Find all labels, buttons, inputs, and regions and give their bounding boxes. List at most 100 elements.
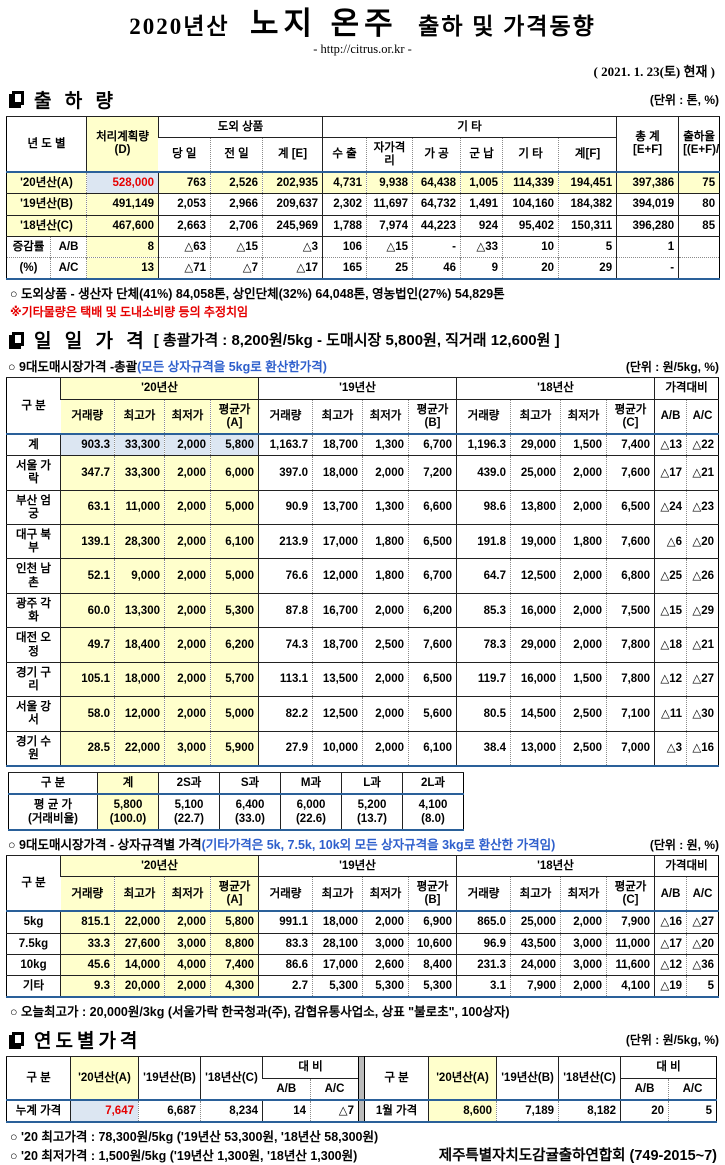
cell: 6,700 bbox=[408, 558, 457, 594]
cell: 6,100 bbox=[408, 730, 457, 767]
cell: '20년산(A) bbox=[6, 171, 87, 194]
cell: 80.5 bbox=[456, 696, 511, 732]
cell: 5,000 bbox=[210, 489, 259, 525]
cell: 19,000 bbox=[510, 524, 561, 559]
cell: 6,900 bbox=[408, 910, 457, 934]
cell: A/C bbox=[49, 257, 87, 280]
cell: △16 bbox=[654, 910, 687, 934]
cell: '18년산(C) bbox=[6, 214, 87, 237]
col-high: 최고가 bbox=[312, 875, 363, 912]
daily-subline-1: ○ 9대도매시장가격 -총괄 (모든 상자규격을 5kg로 환산한가격) (단위… bbox=[8, 356, 719, 375]
col-group-y18: '18년산 bbox=[456, 377, 655, 400]
cell: 865.0 bbox=[456, 910, 511, 934]
cell: 2,000 bbox=[164, 661, 211, 697]
cell: 114,339 bbox=[502, 171, 559, 194]
cell: 44,223 bbox=[412, 214, 461, 237]
cell: 96.9 bbox=[456, 932, 511, 955]
cell: 17,000 bbox=[312, 524, 363, 559]
cell: 64,438 bbox=[412, 171, 461, 194]
cell: 439.0 bbox=[456, 455, 511, 491]
cell: 2,663 bbox=[158, 214, 211, 237]
cell: 3,000 bbox=[560, 953, 607, 976]
cell: △33 bbox=[460, 235, 503, 258]
cell: 8,800 bbox=[210, 932, 259, 955]
cell: 3,000 bbox=[560, 932, 607, 955]
market-row: 서울 가락 347.7 33,300 2,000 6,000 397.0 18,000 2,0… bbox=[6, 455, 719, 491]
cell: △3 bbox=[262, 235, 323, 258]
section-yearly-title: 연도별가격 bbox=[34, 1031, 142, 1053]
col-avg-b: 평균가(B] bbox=[408, 875, 457, 912]
cell: 6,700 bbox=[408, 433, 457, 456]
cell: 3,000 bbox=[362, 932, 409, 955]
shipment-table-header: 년 도 별 처리계획량 (D) 도외 상품 기 타 총 계 [E+F] 출하율 … bbox=[6, 115, 720, 173]
cell: 213.9 bbox=[258, 524, 313, 559]
cell: △30 bbox=[685, 696, 719, 732]
col-export: 수 출 bbox=[322, 136, 367, 173]
cell: 815.1 bbox=[60, 910, 115, 934]
cell: 2,526 bbox=[210, 171, 263, 194]
cell: 86.6 bbox=[258, 953, 313, 976]
cell bbox=[678, 235, 720, 258]
col-volume: 거래량 bbox=[456, 398, 511, 434]
box-size-row: 10kg 45.6 14,000 4,000 7,400 86.6 17,000 2,600 8… bbox=[6, 953, 719, 976]
cell: 2,000 bbox=[560, 489, 607, 525]
cell: 1,800 bbox=[560, 524, 607, 559]
shipment-row: '18년산(C) 467,600 2,663 2,706 245,969 1,788 7,9… bbox=[6, 214, 720, 237]
col-high: 최고가 bbox=[510, 398, 561, 434]
cell: 2,000 bbox=[164, 433, 211, 456]
cell: (%) bbox=[6, 257, 51, 280]
cell: 2,000 bbox=[362, 455, 409, 491]
cell: 6,400 (33.0) bbox=[219, 793, 281, 830]
cell: 991.1 bbox=[258, 910, 313, 934]
section-square-icon bbox=[12, 91, 24, 106]
market-row: 서울 강서 58.0 12,000 2,000 5,000 82.2 12,500 2,000… bbox=[6, 696, 719, 732]
cell: 397,386 bbox=[616, 171, 679, 194]
market-row: 인천 남촌 52.1 9,000 2,000 5,000 76.6 12,000 1,800 6… bbox=[6, 558, 719, 594]
cell: 1,500 bbox=[560, 661, 607, 697]
organization-name: 제주특별자치도감귤출하연합회 (749-2015~7) bbox=[438, 1148, 717, 1165]
cell: 5,300 bbox=[362, 975, 409, 998]
cell: 209,637 bbox=[262, 193, 323, 216]
cell: 2,000 bbox=[164, 558, 211, 594]
cell: 13 bbox=[86, 257, 159, 280]
cell: 2,000 bbox=[362, 910, 409, 934]
cell: 165 bbox=[322, 257, 367, 280]
cell: 2,000 bbox=[164, 627, 211, 663]
daily-title-detail: [ 총괄가격 : 8,200원/5kg - 도매시장 5,800원, 직거래 1… bbox=[153, 332, 560, 350]
page-title: 2020년산 노지 온주 출하 및 가격동향 bbox=[6, 6, 719, 41]
cell: 7,900 bbox=[510, 975, 561, 998]
cell: 245,969 bbox=[262, 214, 323, 237]
shipment-note: ○ 도외상품 - 생산자 단체(41%) 84,058톤, 상인단체(32%) … bbox=[10, 287, 505, 302]
cell: △63 bbox=[158, 235, 211, 258]
cell: 18,000 bbox=[114, 661, 165, 697]
cell: 12,000 bbox=[312, 558, 363, 594]
cell: 4,100 bbox=[606, 975, 655, 998]
cell: 1,196.3 bbox=[456, 433, 511, 456]
cell: 부산 엄궁 bbox=[6, 489, 61, 525]
cell: 20 bbox=[502, 257, 559, 280]
yearly-row: 누계 가격 7,647 6,687 8,234 14 △7 1월 가격 8,600 7,189 8… bbox=[6, 1099, 717, 1122]
daily-price-rows: 계 903.3 33,300 2,000 5,800 1,163.7 18,700 1,300… bbox=[6, 433, 719, 767]
cell: 184,382 bbox=[558, 193, 617, 216]
cell: 2,706 bbox=[210, 214, 263, 237]
size-table-rows: 평 균 가 (거래비율) 5,800 (100.0) 5,100 (22.7) 6,4… bbox=[8, 793, 464, 830]
cell: 7,400 bbox=[210, 953, 259, 976]
col-sum-f: 계[F] bbox=[558, 136, 617, 173]
col-high: 최고가 bbox=[312, 398, 363, 434]
market-row: 대전 오정 49.7 18,400 2,000 6,200 74.3 18,700 2,500… bbox=[6, 627, 719, 663]
cell: 29 bbox=[558, 257, 617, 280]
cell: 76.6 bbox=[258, 558, 313, 594]
cell: △22 bbox=[685, 433, 719, 456]
cell: △7 bbox=[210, 257, 263, 280]
cell: 27.9 bbox=[258, 730, 313, 767]
col-s: S과 bbox=[219, 772, 281, 795]
cell: 5,900 bbox=[210, 730, 259, 767]
cell: 80 bbox=[678, 193, 720, 216]
cell: 4,100 (8.0) bbox=[402, 793, 464, 830]
col-y19b: '19년산(B) bbox=[138, 1056, 201, 1100]
title-main: 노지 온주 bbox=[250, 6, 398, 41]
box-size-row: 7.5kg 33.3 27,600 3,000 8,800 83.3 28,100 3,000… bbox=[6, 932, 719, 955]
cell: 7,189 bbox=[496, 1099, 559, 1122]
col-year: 년 도 별 bbox=[6, 115, 87, 173]
